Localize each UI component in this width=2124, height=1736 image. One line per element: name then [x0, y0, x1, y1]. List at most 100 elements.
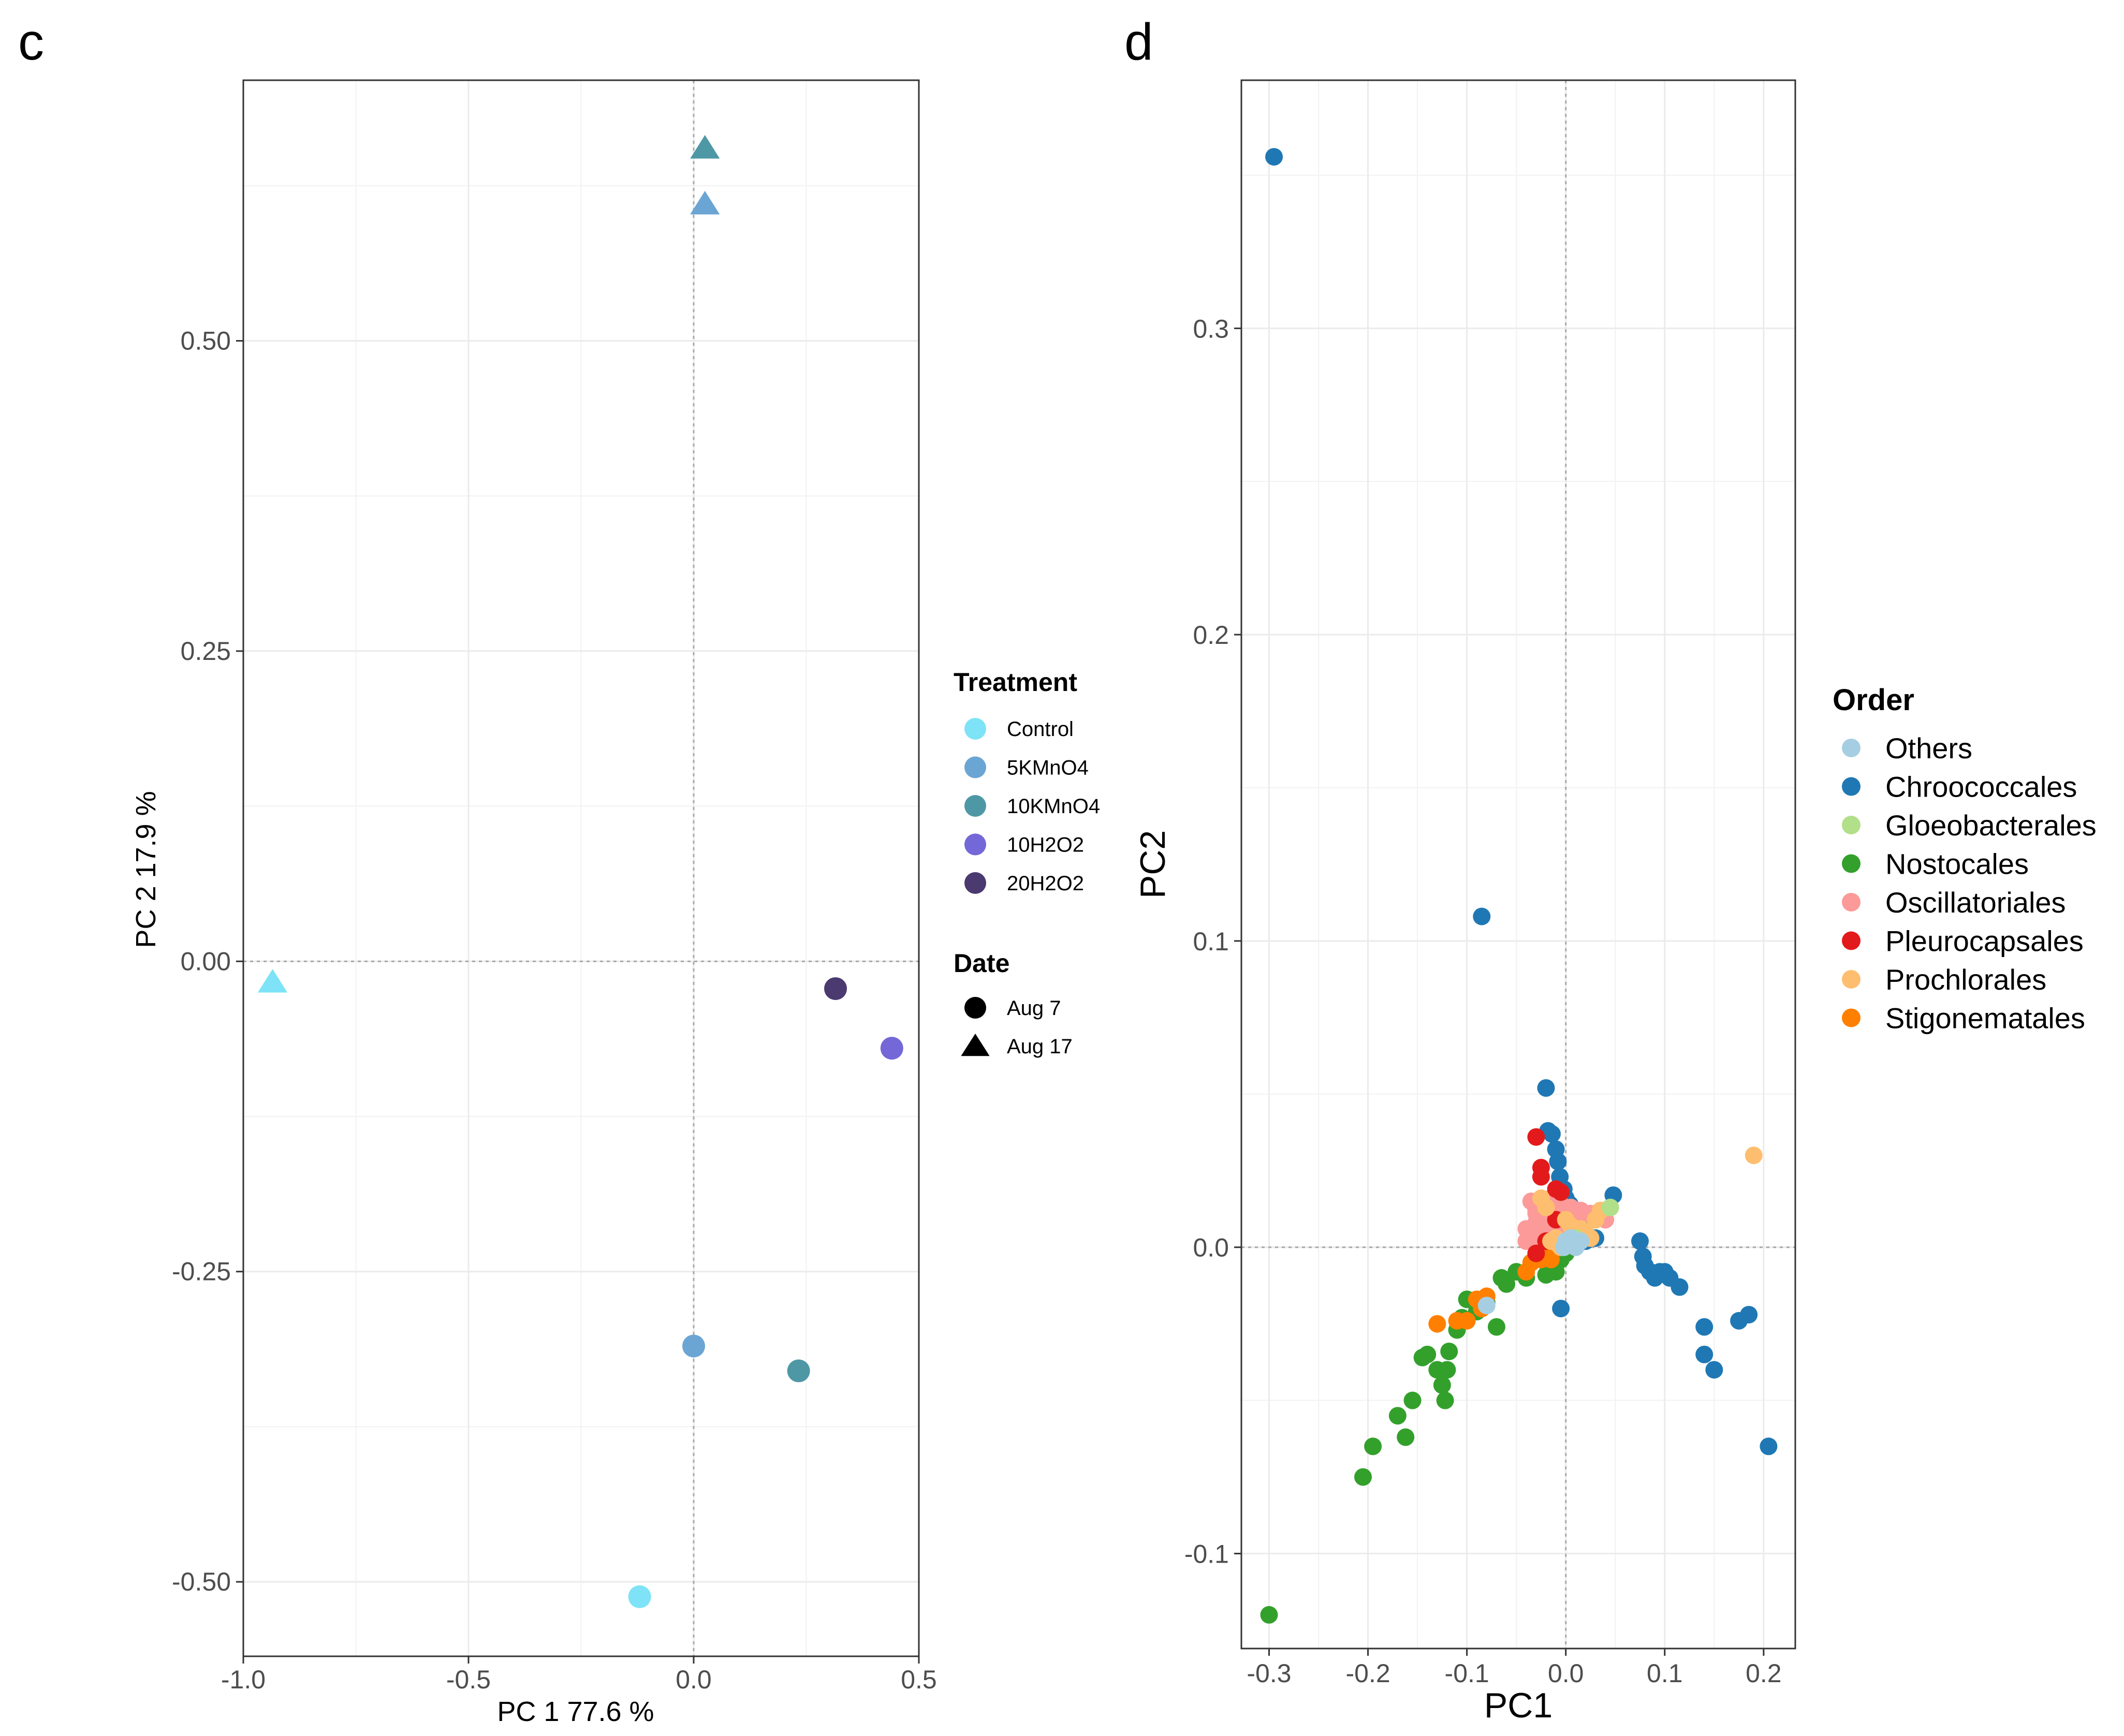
date-legend-entries: Aug 7 Aug 17 [961, 997, 1073, 1058]
x-tick-label: 0.1 [1647, 1659, 1683, 1688]
data-point-chroococcales [1549, 1153, 1567, 1171]
data-point-nostocales [1388, 1407, 1407, 1425]
legend-label-20h2o2: 20H2O2 [1007, 872, 1084, 895]
data-point-5kmno4-aug-17 [690, 190, 720, 215]
order-legend-entries: Others Chroococcales Gloeobacterales Nostoc… [1842, 732, 2097, 1035]
data-point-prochlorales [1745, 1146, 1763, 1165]
data-point-chroococcales [1695, 1345, 1713, 1363]
panel-c-zero-lines [243, 80, 919, 1656]
x-tick-label: -1.0 [221, 1665, 266, 1694]
data-point-prochlorales [1537, 1198, 1555, 1216]
treatment-legend-entries: Control 5KMnO4 10KMnO4 10H2O2 20H2O2 [964, 718, 1100, 895]
panel-c-chart: -1.0 -0.5 0.0 0.5 -0.50 -0.25 0.00 0.25 0.50 PC… [130, 79, 1100, 1727]
data-point-nostocales [1487, 1318, 1505, 1336]
legend-key-prochlorales [1842, 970, 1861, 989]
data-point-nostocales [1418, 1345, 1437, 1363]
data-point-pleurocapsales [1532, 1168, 1550, 1186]
y-tick-label: 0.2 [1193, 621, 1229, 650]
y-tick-label: 0.00 [181, 947, 231, 976]
x-tick-label: 0.0 [1548, 1659, 1584, 1688]
legend-label-5kmno4: 5KMnO4 [1007, 757, 1089, 779]
y-tick-label: -0.25 [172, 1257, 231, 1286]
legend-key-5kmno4 [964, 756, 986, 778]
x-tick-label: 0.2 [1746, 1659, 1782, 1688]
panel-c-y-ticks: -0.50 -0.25 0.00 0.25 0.50 [172, 327, 243, 1596]
data-point-others [1572, 1232, 1590, 1250]
panel-d-y-axis-title: PC2 [1133, 830, 1173, 899]
legend-label-oscillatoriales: Oscillatoriales [1885, 886, 2066, 919]
order-legend-title: Order [1833, 683, 1914, 717]
data-point-chroococcales [1760, 1437, 1778, 1455]
legend-key-aug-7 [964, 997, 986, 1019]
data-point-oscillatoriales [1517, 1232, 1535, 1250]
legend-key-20h2o2 [964, 872, 986, 894]
y-tick-label: 0.1 [1193, 927, 1229, 956]
legend-label-chroococcales: Chroococcales [1885, 771, 2077, 803]
data-point-pleurocapsales [1527, 1244, 1545, 1262]
panel-d-x-axis-title: PC1 [1484, 1686, 1552, 1725]
data-point-chroococcales [1552, 1300, 1570, 1318]
legend-label-aug-7: Aug 7 [1007, 997, 1061, 1020]
data-point-chroococcales [1265, 148, 1283, 166]
x-tick-label: 0.5 [901, 1665, 937, 1694]
legend-key-10h2o2 [964, 833, 986, 856]
panel-c-y-axis-title: PC 2 17.9 % [130, 791, 162, 948]
legend-key-control [964, 718, 986, 740]
data-point-chroococcales [1543, 1125, 1561, 1143]
legend-key-chroococcales [1842, 777, 1861, 796]
data-point-nostocales [1438, 1361, 1456, 1379]
data-point-stigonematales [1428, 1315, 1446, 1333]
legend-label-stigonematales: Stigonematales [1885, 1002, 2085, 1035]
legend-label-pleurocapsales: Pleurocapsales [1885, 925, 2084, 958]
x-tick-label: -0.2 [1345, 1659, 1390, 1688]
panel-c-legend: Treatment Control 5KMnO4 10KMnO4 10H2O2 20H2… [954, 668, 1100, 1058]
panel-d-points [1260, 148, 1778, 1624]
data-point-nostocales [1364, 1437, 1382, 1455]
data-point-pleurocapsales [1527, 1128, 1545, 1146]
data-point-chroococcales [1537, 1079, 1555, 1097]
data-point-10h2o2-aug-7 [880, 1037, 903, 1060]
legend-key-others [1842, 739, 1861, 757]
treatment-legend-title: Treatment [954, 668, 1077, 697]
panel-d-zero-lines [1241, 80, 1795, 1649]
data-point-control-aug-17 [257, 969, 288, 993]
data-point-20h2o2-aug-7 [824, 977, 847, 1001]
data-point-nostocales [1436, 1391, 1454, 1409]
panel-c-x-axis-title: PC 1 77.6 % [497, 1696, 654, 1727]
data-point-nostocales [1433, 1376, 1451, 1394]
data-point-others [1555, 1238, 1573, 1256]
panel-d-plot-border [1240, 79, 1796, 1650]
panel-c-points [257, 135, 903, 1608]
panel-d-x-ticks: -0.3 -0.2 -0.1 0.0 0.1 0.2 [1247, 1649, 1782, 1688]
legend-label-aug-17: Aug 17 [1007, 1035, 1073, 1058]
date-legend-title: Date [954, 949, 1009, 978]
panel-c-plot-border [242, 79, 920, 1657]
data-point-chroococcales [1740, 1305, 1758, 1323]
y-tick-label: -0.1 [1184, 1540, 1229, 1569]
data-point-control-aug-7 [628, 1585, 651, 1608]
data-point-chroococcales [1671, 1278, 1689, 1296]
legend-key-aug-17 [961, 1034, 990, 1056]
legend-label-10h2o2: 10H2O2 [1007, 834, 1084, 857]
data-point-10kmno4-aug-17 [690, 135, 720, 159]
data-point-gloeobacterales [1601, 1198, 1619, 1216]
panel-c-x-ticks: -1.0 -0.5 0.0 0.5 [221, 1656, 937, 1694]
data-point-nostocales [1260, 1606, 1278, 1624]
panel-d-legend: Order Others Chroococcales Gloeobacterales… [1833, 683, 2097, 1035]
data-point-nostocales [1498, 1275, 1516, 1293]
legend-key-10kmno4 [964, 795, 986, 817]
data-point-5kmno4-aug-7 [682, 1334, 705, 1358]
data-point-chroococcales [1631, 1232, 1649, 1250]
legend-key-gloeobacterales [1842, 816, 1861, 834]
data-point-nostocales [1440, 1342, 1458, 1360]
data-point-others [1477, 1297, 1496, 1315]
panel-d-chart: -0.3 -0.2 -0.1 0.0 0.1 0.2 -0.1 0.0 0.1 0.2 0.3 P… [1133, 79, 2097, 1725]
legend-label-prochlorales: Prochlorales [1885, 963, 2046, 996]
y-tick-label: 0.3 [1193, 314, 1229, 343]
legend-key-pleurocapsales [1842, 931, 1861, 950]
y-tick-label: -0.50 [172, 1567, 231, 1596]
panel-d-y-ticks: -0.1 0.0 0.1 0.2 0.3 [1184, 314, 1241, 1569]
data-point-nostocales [1354, 1468, 1372, 1486]
y-tick-label: 0.0 [1193, 1233, 1229, 1262]
